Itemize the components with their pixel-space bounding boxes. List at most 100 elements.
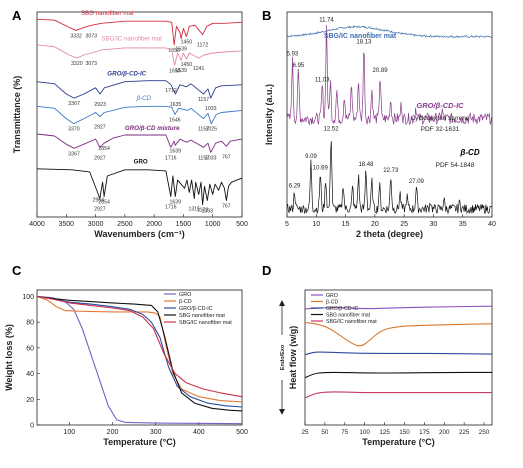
peak-label: 20.89: [373, 68, 389, 74]
series-line: [36, 80, 243, 99]
x-tick-label: 30: [430, 221, 438, 228]
series-line: [304, 391, 492, 399]
peak-label: 1539: [175, 47, 187, 53]
peak-label: 2927: [94, 125, 106, 131]
panel-d-dsc: D 25 50 75 100 125 150 175 200 225 250 Temperature …: [262, 263, 493, 447]
arrow-up-icon: [279, 300, 285, 306]
x-tick-label: 4000: [29, 221, 45, 228]
legend-label: GRO: [326, 293, 338, 299]
x-tick-label: 75: [341, 429, 349, 436]
peak-label: 1450: [181, 62, 193, 68]
peak-label: 1025: [205, 127, 217, 133]
peak-label: 3370: [68, 127, 80, 133]
y-axis-label: Transmittance (%): [12, 76, 22, 154]
annotation: β-CD: [459, 148, 479, 157]
panel-c-tga: C 100 200 300 400 500 0 20 40 60 80 100 Temperature …: [4, 263, 248, 447]
annotation: SBG/IC nanofiber mat: [324, 33, 397, 40]
peak-label: 1712: [165, 88, 177, 94]
x-tick-label: 200: [439, 429, 450, 436]
legend-label: GRO/β-CD-IC: [179, 306, 213, 312]
series-line: [36, 295, 243, 398]
series-line: [286, 25, 492, 39]
panel-letter: B: [262, 8, 271, 23]
legend-label: β-CD: [179, 299, 192, 305]
peak-label: 2927: [94, 155, 106, 161]
legend-label: GRO/β-CD-IC: [326, 306, 359, 312]
arrow-down-icon: [279, 409, 285, 415]
series-line: [304, 321, 493, 347]
series-line: [36, 168, 243, 206]
peak-label: 1033: [205, 106, 217, 112]
annotation: PDF 32-1631: [421, 126, 460, 133]
x-tick-label: 3000: [88, 221, 104, 228]
peak-label: 3073: [86, 61, 98, 67]
series-name: GRO/β-CD mixture: [125, 125, 180, 132]
peak-label: 2927: [94, 207, 106, 213]
peak-label: 6.29: [289, 184, 301, 190]
peak-label: 22.73: [383, 168, 399, 174]
x-tick-label: 225: [459, 429, 470, 436]
peak-label: 1646: [169, 118, 181, 124]
series-line: [304, 351, 493, 356]
x-tick-label: 2000: [146, 221, 162, 228]
x-tick-label: 15: [342, 221, 350, 228]
peak-label: 2854: [98, 146, 110, 152]
x-tick-label: 200: [107, 429, 119, 436]
peak-label: 1639: [170, 200, 182, 206]
peak-label: 12.52: [324, 127, 340, 133]
peak-label: 9.09: [305, 154, 317, 160]
x-tick-label: 25: [301, 429, 309, 436]
peak-label: 1658: [168, 48, 180, 54]
peak-label: 1639: [170, 148, 182, 154]
peak-label: 18.48: [358, 162, 374, 168]
legend-label: SBG nanofiber mat: [179, 313, 225, 319]
annotation: GRO/β-CD-IC: [416, 101, 464, 110]
peak-label: 1157: [198, 127, 209, 133]
peak-label: 1157: [198, 155, 209, 161]
peak-label: 3320: [71, 61, 83, 67]
x-axis-label: 2 theta (degree): [356, 229, 423, 239]
peak-label: 1539: [175, 68, 187, 74]
peak-label: 1315: [188, 207, 200, 213]
plot-frame: [36, 289, 243, 426]
x-tick-label: 3500: [58, 221, 74, 228]
peak-label: 3367: [68, 101, 80, 107]
legend-label: SBG/IC nanofiber mat: [179, 320, 232, 326]
series-line: [36, 133, 243, 153]
x-tick-label: 175: [419, 429, 430, 436]
panel-b-xrd: B 5 10 15 20 25 30 35 40 2 theta (degree) Intensit…: [262, 8, 496, 239]
panel-a-ftir: A 4000 3500 3000 2500 2000 1500 1000 500 Wavenumb…: [12, 8, 248, 239]
x-tick-label: 5: [285, 221, 289, 228]
plot-frame: [36, 11, 243, 218]
peak-label: 1716: [165, 205, 177, 211]
x-tick-label: 400: [193, 429, 205, 436]
peak-label: 1450: [181, 40, 193, 46]
x-tick-label: 1000: [205, 221, 221, 228]
panel-letter: D: [262, 263, 271, 278]
x-axis-label: Temperature (°C): [103, 437, 175, 447]
peak-label: 11.74: [319, 18, 334, 24]
x-tick-label: 1500: [176, 221, 192, 228]
peak-label: 3367: [68, 151, 80, 157]
series-line: [36, 44, 243, 66]
x-tick-label: 50: [321, 429, 329, 436]
peak-label: 767: [222, 204, 231, 210]
peak-label: 27.09: [409, 179, 425, 185]
peak-label: 767: [222, 154, 231, 160]
peak-label: 18.13: [356, 39, 372, 45]
x-tick-label: 500: [236, 429, 248, 436]
series-line: [36, 295, 243, 412]
panel-letter: C: [12, 263, 22, 278]
peak-label: 1716: [165, 155, 177, 161]
series-line: [36, 295, 243, 408]
peak-label: 3332: [70, 33, 82, 39]
y-tick-label: 40: [26, 371, 34, 378]
y-tick-label: 0: [30, 423, 34, 430]
peak-label: 1650: [169, 68, 181, 74]
peak-label: 1093: [201, 209, 213, 215]
y-tick-label: 60: [26, 345, 34, 352]
y-axis-label: Weight loss (%): [4, 324, 14, 391]
x-tick-label: 250: [479, 429, 490, 436]
peak-label: 3073: [86, 33, 98, 39]
